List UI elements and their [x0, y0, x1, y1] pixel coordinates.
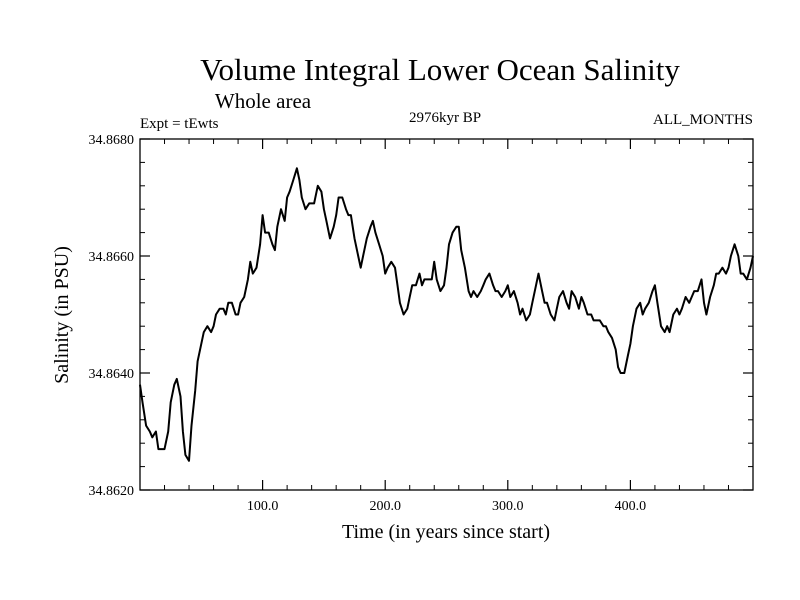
x-tick-label: 300.0: [492, 499, 524, 514]
chart-title: Volume Integral Lower Ocean Salinity: [200, 52, 680, 87]
x-tick-label: 200.0: [369, 499, 401, 514]
chart-subtitle: Whole area: [215, 89, 312, 113]
y-tick-label: 34.8620: [89, 484, 135, 499]
y-axis-label: Salinity (in PSU): [51, 246, 73, 384]
y-tick-label: 34.8680: [89, 133, 135, 148]
y-tick-label: 34.8660: [89, 250, 135, 265]
right-label: ALL_MONTHS: [653, 112, 753, 128]
plot-area: [139, 167, 754, 462]
series-line-salinity: [139, 167, 754, 462]
axes: 100.0 200.0 300.0 400.0 34.8620 34.8640 34.866…: [89, 133, 754, 514]
x-tick-label: 400.0: [615, 499, 647, 514]
left-label: Expt = tEwts: [140, 116, 219, 132]
x-axis-label: Time (in years since start): [342, 521, 550, 543]
y-tick-label: 34.8640: [89, 367, 135, 382]
x-tick-label: 100.0: [247, 499, 279, 514]
plot-frame: [139, 138, 754, 491]
center-label: 2976kyr BP: [409, 110, 481, 126]
